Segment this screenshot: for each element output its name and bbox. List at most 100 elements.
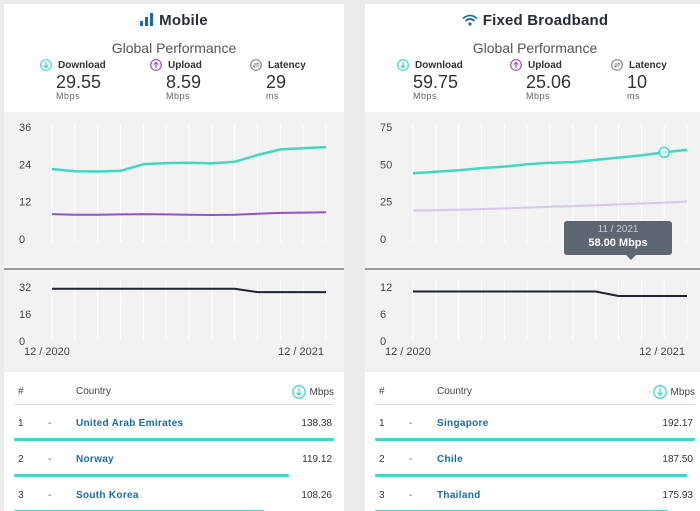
row-country-link[interactable]: Singapore: [437, 418, 489, 429]
download-unit: Mbps: [413, 91, 438, 101]
upload-metric: Upload 8.59 Mbps: [150, 59, 250, 101]
table-row[interactable]: 3 - Thailand 175.93: [365, 482, 700, 511]
download-label: Download: [415, 59, 463, 71]
latency-icon: [611, 59, 623, 71]
highlighted-data-point: [658, 146, 670, 159]
panel-title-text: Fixed Broadband: [482, 12, 609, 29]
row-country-link[interactable]: United Arab Emirates: [76, 418, 184, 429]
row-change: -: [48, 490, 52, 501]
row-speed: 119.12: [302, 454, 332, 465]
fixed-broadband-chart[interactable]: 75 50 25 0 12 6 0 12 / 2020 12 / 2021 11 / 2021 …: [365, 112, 700, 372]
y-tick-label: 12: [380, 282, 392, 294]
row-speed: 187.50: [662, 454, 693, 465]
row-speed: 138.38: [301, 418, 332, 429]
latency-label: Latency: [629, 59, 667, 71]
row-country-link[interactable]: Chile: [437, 454, 463, 465]
row-speed-bar: [375, 474, 687, 477]
row-country-link[interactable]: South Korea: [76, 490, 139, 501]
download-icon: [40, 59, 52, 71]
table-row[interactable]: 3 - South Korea 108.26: [4, 482, 344, 511]
y-tick-label: 16: [19, 309, 31, 321]
upload-unit: Mbps: [526, 91, 551, 101]
country-header: Country: [437, 386, 473, 397]
chart-tooltip: 11 / 2021 58.00 Mbps: [564, 221, 672, 260]
fixed-ranking-table: # Country Mbps 1 - Singapore 192.17 2 - …: [365, 372, 700, 511]
divider: [14, 404, 334, 405]
row-rank: 1: [18, 418, 24, 429]
rank-header: #: [379, 386, 385, 397]
tooltip-date: 11 / 2021: [597, 224, 639, 235]
row-change: -: [409, 454, 413, 465]
y-tick-label: 25: [380, 197, 392, 209]
country-header: Country: [76, 386, 112, 397]
panel-subtitle: Global Performance: [472, 40, 598, 56]
download-unit: Mbps: [56, 91, 81, 101]
row-country-link[interactable]: Norway: [76, 454, 114, 465]
row-change: -: [48, 454, 52, 465]
download-icon: [652, 385, 667, 399]
y-tick-label: 32: [19, 282, 31, 294]
latency-label: Latency: [268, 59, 306, 71]
upload-icon: [150, 59, 162, 71]
download-label: Download: [58, 59, 106, 71]
row-rank: 1: [379, 418, 385, 429]
latency-value: 10: [627, 72, 648, 92]
latency-value: 29: [266, 72, 287, 92]
latency-chart-background: [4, 269, 344, 372]
y-tick-label: 36: [19, 122, 31, 134]
mobile-chart[interactable]: 36 24 12 0 32 16 0 12 / 2020 12 / 2021: [4, 112, 344, 372]
panel-subtitle: Global Performance: [111, 40, 237, 56]
download-metric: Download 29.55 Mbps: [40, 59, 140, 101]
latency-metric: Latency 10 ms: [611, 59, 700, 101]
x-tick-label: 12 / 2020: [385, 346, 431, 358]
mobile-ranking-table: # Country Mbps 1 - United Arab Emirates …: [4, 372, 344, 511]
upload-icon: [510, 59, 522, 71]
row-rank: 2: [379, 454, 385, 465]
latency-chart-background: [365, 269, 700, 372]
wifi-icon: [462, 13, 478, 30]
row-rank: 3: [379, 490, 385, 501]
row-change: -: [409, 418, 413, 429]
row-change: -: [48, 418, 52, 429]
y-tick-label: 0: [380, 336, 386, 348]
speed-header[interactable]: Mbps: [291, 385, 334, 399]
tooltip-value: 58.00 Mbps: [588, 237, 648, 249]
upload-unit: Mbps: [166, 91, 191, 101]
upload-label: Upload: [528, 59, 562, 71]
y-tick-label: 6: [380, 309, 386, 321]
row-country-link[interactable]: Thailand: [437, 490, 481, 501]
row-speed: 175.93: [662, 490, 693, 501]
row-change: -: [409, 490, 413, 501]
x-tick-label: 12 / 2021: [639, 346, 685, 358]
y-tick-label: 24: [19, 159, 31, 171]
divider: [375, 404, 695, 405]
y-tick-label: 12: [19, 197, 31, 209]
y-tick-label: 0: [19, 336, 25, 348]
download-icon: [397, 59, 409, 71]
table-row[interactable]: 1 - Singapore 192.17: [365, 410, 700, 446]
table-row[interactable]: 2 - Norway 119.12: [4, 446, 344, 482]
table-row[interactable]: 2 - Chile 187.50: [365, 446, 700, 482]
signal-bars-icon: [140, 13, 154, 30]
speed-header[interactable]: Mbps: [652, 385, 695, 399]
y-tick-label: 75: [380, 122, 392, 134]
mobile-panel: Mobile Global Performance Download 29.55…: [4, 4, 344, 511]
fixed-header: Fixed Broadband Global Performance Downl…: [365, 4, 700, 112]
rank-header: #: [18, 386, 24, 397]
table-row[interactable]: 1 - United Arab Emirates 138.38: [4, 410, 344, 446]
latency-unit: ms: [627, 91, 640, 101]
panel-title: Fixed Broadband: [365, 12, 700, 30]
y-tick-label: 0: [19, 234, 25, 246]
row-speed-bar: [375, 438, 695, 441]
row-rank: 2: [18, 454, 24, 465]
x-tick-label: 12 / 2020: [24, 346, 70, 358]
upload-value: 8.59: [166, 72, 202, 92]
row-speed-bar: [14, 438, 334, 441]
x-tick-label: 12 / 2021: [278, 346, 324, 358]
y-tick-label: 50: [380, 159, 392, 171]
latency-metric: Latency 29 ms: [250, 59, 344, 101]
upload-label: Upload: [168, 59, 202, 71]
upload-value: 25.06: [526, 72, 572, 92]
